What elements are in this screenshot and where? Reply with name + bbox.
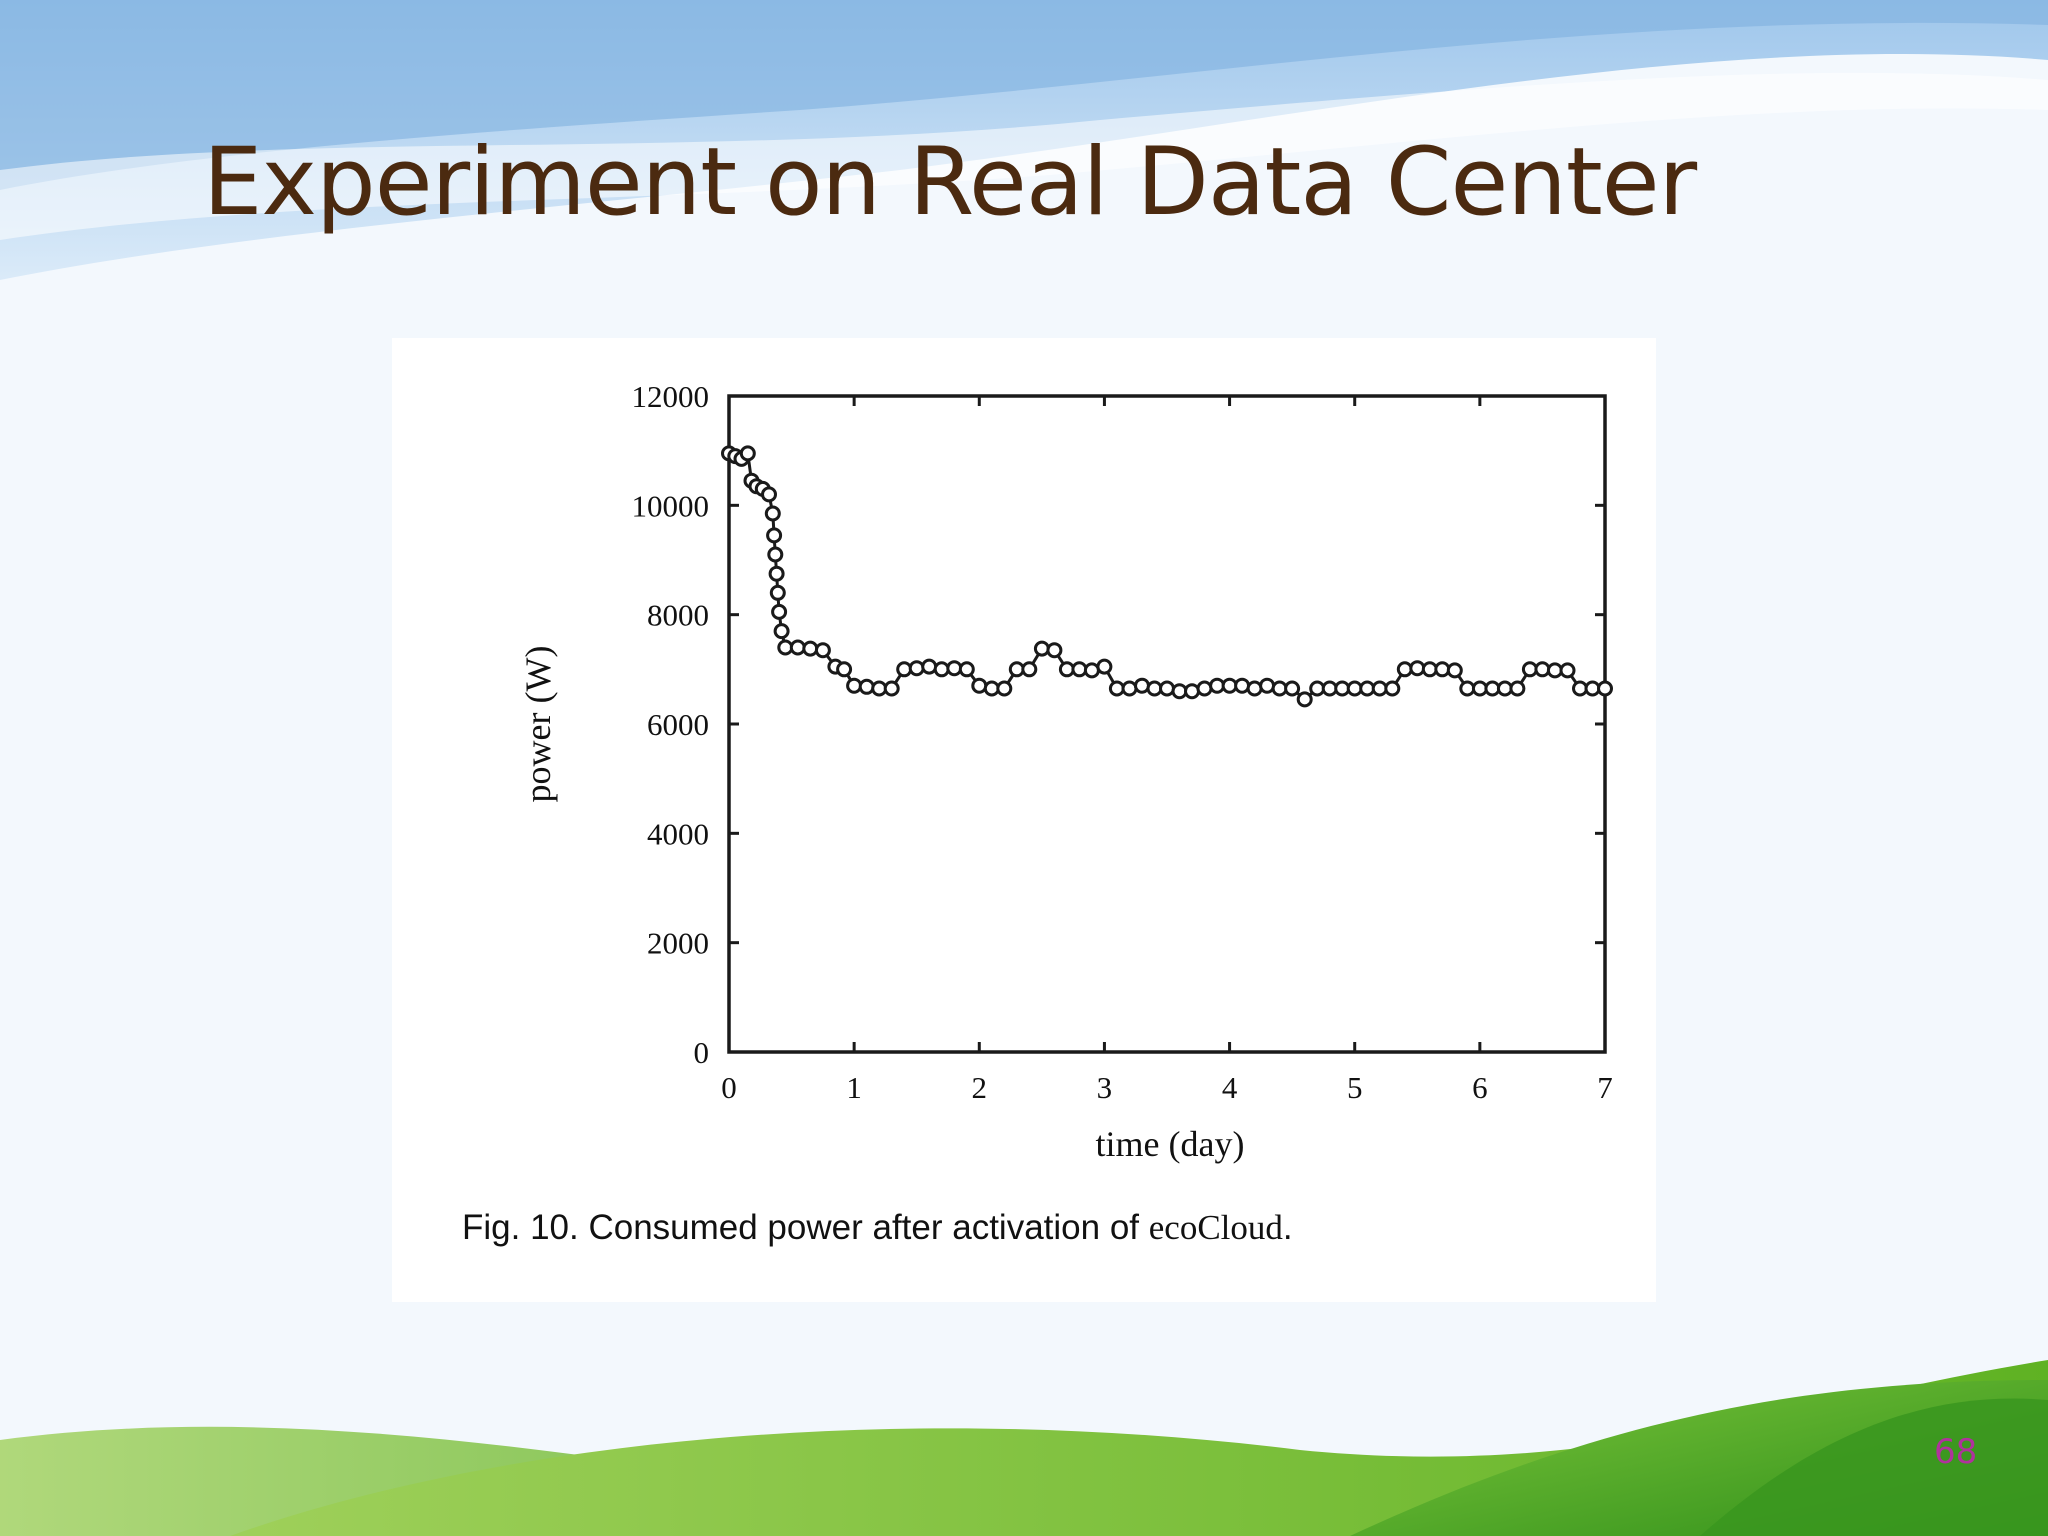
caption-suffix: . <box>1282 1208 1293 1247</box>
data-point <box>1459 680 1476 697</box>
data-point <box>814 642 831 659</box>
slide-title: Experiment on Real Data Center <box>203 128 1697 237</box>
x-tick-labels: 0 1 2 3 4 5 6 7 <box>721 1070 1613 1105</box>
data-point <box>1371 680 1388 697</box>
y-tick-label: 2000 <box>647 926 709 961</box>
data-point <box>858 678 875 695</box>
x-tick-label: 5 <box>1347 1070 1363 1105</box>
data-point <box>1096 658 1113 675</box>
data-point <box>1071 661 1088 678</box>
data-point <box>896 661 913 678</box>
data-point <box>1284 680 1301 697</box>
y-tick-label: 0 <box>694 1035 710 1070</box>
data-point <box>846 677 863 694</box>
data-point <box>766 527 783 544</box>
data-point <box>771 603 788 620</box>
data-point <box>1296 691 1313 708</box>
data-point <box>768 565 785 582</box>
data-point <box>802 640 819 657</box>
data-point <box>908 660 925 677</box>
y-tick-label: 4000 <box>647 816 709 851</box>
data-point <box>1396 661 1413 678</box>
x-tick-label: 4 <box>1222 1070 1238 1105</box>
data-point <box>1046 642 1063 659</box>
data-point <box>1246 680 1263 697</box>
data-point <box>1134 677 1150 694</box>
x-axis-label: time (day) <box>1096 1124 1245 1164</box>
data-point <box>1108 680 1125 697</box>
data-point <box>1196 680 1213 697</box>
x-tick-label: 2 <box>972 1070 988 1105</box>
x-tick-label: 0 <box>721 1070 737 1105</box>
y-tick-labels: 0 2000 4000 6000 8000 10000 12000 <box>632 379 710 1070</box>
data-point <box>1534 661 1551 678</box>
data-point <box>1033 640 1050 657</box>
data-point <box>1184 683 1200 700</box>
data-point <box>1434 661 1451 678</box>
data-point <box>836 661 853 678</box>
data-point <box>767 546 784 563</box>
data-point <box>1409 660 1426 677</box>
data-point <box>921 658 938 675</box>
data-point <box>1234 677 1251 694</box>
page-number: 68 <box>1934 1432 1978 1472</box>
y-tick-label: 10000 <box>632 488 710 523</box>
x-tick-label: 6 <box>1472 1070 1488 1105</box>
y-tick-label: 8000 <box>647 598 709 633</box>
data-point <box>764 505 781 522</box>
data-point <box>1559 662 1576 679</box>
figure-caption: Fig. 10. Consumed power after activation… <box>462 1208 1293 1248</box>
data-points <box>721 445 1613 708</box>
data-point <box>1446 662 1463 679</box>
data-point <box>1159 680 1175 697</box>
data-point <box>996 680 1013 697</box>
data-point <box>971 677 988 694</box>
caption-system-name: ecoCloud <box>1148 1208 1283 1247</box>
data-point <box>933 661 950 678</box>
x-tick-label: 1 <box>846 1070 862 1105</box>
x-tick-label: 7 <box>1597 1070 1613 1105</box>
data-point <box>1021 661 1038 678</box>
data-point <box>773 623 790 640</box>
plot-frame <box>727 394 1607 1054</box>
data-point <box>1509 680 1526 697</box>
data-point <box>946 660 963 677</box>
data-point <box>1384 680 1401 697</box>
caption-prefix: Fig. 10. Consumed power after activation… <box>462 1208 1149 1247</box>
tick-marks <box>727 394 1607 1054</box>
data-point <box>789 639 806 656</box>
data-point <box>883 680 900 697</box>
figure-panel: 0 2000 4000 6000 8000 10000 12000 0 1 2 3 4 5 6 7 tim… <box>392 338 1656 1302</box>
data-point <box>761 486 777 503</box>
data-point <box>769 584 786 601</box>
data-point <box>1121 680 1138 697</box>
y-tick-label: 6000 <box>647 707 709 742</box>
data-point <box>739 445 756 462</box>
y-axis-label: power (W) <box>518 646 558 803</box>
power-chart: 0 2000 4000 6000 8000 10000 12000 0 1 2 3 4 5 6 7 tim… <box>518 379 1613 1164</box>
data-point <box>1546 662 1563 679</box>
data-point <box>1597 680 1613 697</box>
data-point <box>1259 677 1276 694</box>
series-line <box>728 450 1605 702</box>
y-tick-label: 12000 <box>632 379 710 414</box>
data-point <box>958 661 975 678</box>
x-tick-label: 3 <box>1097 1070 1113 1105</box>
